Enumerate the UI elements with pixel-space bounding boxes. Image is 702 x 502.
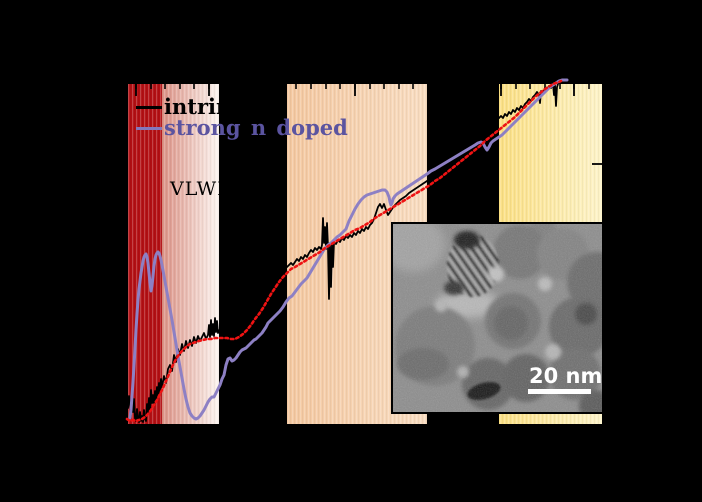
series-red-dotted-fit — [125, 79, 563, 423]
tem-inset: 20 nm — [391, 222, 604, 414]
spectra-curves — [125, 78, 569, 423]
axis-ticks — [135, 84, 602, 296]
legend-entry-intrinsic: intrinsic — [136, 94, 348, 119]
legend-line-sample-purple — [136, 126, 162, 130]
scalebar-label: 20 nm — [529, 364, 603, 388]
legend-entry-strong-n-doped: strong n doped — [136, 115, 348, 140]
tem-micrograph — [393, 224, 602, 412]
legend: intrinsic strong n doped — [136, 94, 348, 140]
legend-line-sample-black — [136, 105, 162, 109]
band-label-vlwir: VLWIR — [170, 178, 242, 200]
legend-label-intrinsic: intrinsic — [164, 94, 264, 119]
series-strong-n-doped — [128, 78, 569, 421]
legend-label-strong-n-doped: strong n doped — [164, 115, 348, 140]
tem-grain-overlay — [393, 224, 602, 412]
scalebar — [528, 389, 591, 394]
series-intrinsic — [126, 83, 559, 423]
